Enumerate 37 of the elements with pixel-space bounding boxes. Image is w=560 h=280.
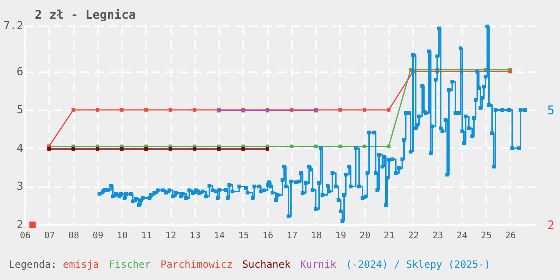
x-tick-label: 21 [384,232,395,242]
text: Kurnik [300,260,336,271]
legend-title: Legenda: [9,260,58,271]
x-tick-label: 10 [117,232,128,242]
text: Suchanek [242,260,291,271]
y-tick-label: 4 [16,142,24,155]
x-tick-label: 13 [190,232,201,242]
x-tick-label: 12 [166,232,177,242]
x-tick-label: 25 [481,232,492,242]
x-tick-label: 22 [408,232,420,242]
x-tick-label: 07 [44,232,56,242]
text: Parchimowicz [160,260,233,271]
x-tick-label: 20 [360,232,371,242]
x-tick-label: 09 [92,232,104,242]
x-tick-label: 06 [20,232,31,242]
x-tick-label: 24 [456,232,468,242]
x-tick-label: 14 [214,232,226,242]
x-tick-label: 16 [262,232,274,242]
y-tick-label: 7.2 [4,20,24,32]
text: (-2024) / Sklepy (2025-) [346,260,491,271]
text: Fischer [108,260,152,271]
x-tick-label: 23 [432,232,444,242]
y-tick-label: 3 [16,180,24,194]
y-tick-label: 2 [16,218,24,232]
x-tick-label: 18 [311,232,322,242]
x-tick-label: 19 [336,232,346,242]
y-tick-label: 5 [16,104,24,117]
x-tick-label: 26 [505,232,516,242]
x-tick-label: 11 [141,232,152,242]
y-tick-label: 6 [16,65,24,78]
x-tick-label: 15 [238,232,250,242]
x-tick-label: 08 [68,232,80,242]
text: emisja [63,260,100,271]
chart-title: 2 zł - Legnica [35,8,136,22]
x-tick-label: 17 [287,232,298,242]
y2-tick-label: 2 [548,218,555,232]
y2-tick-label: 5 [548,104,555,118]
